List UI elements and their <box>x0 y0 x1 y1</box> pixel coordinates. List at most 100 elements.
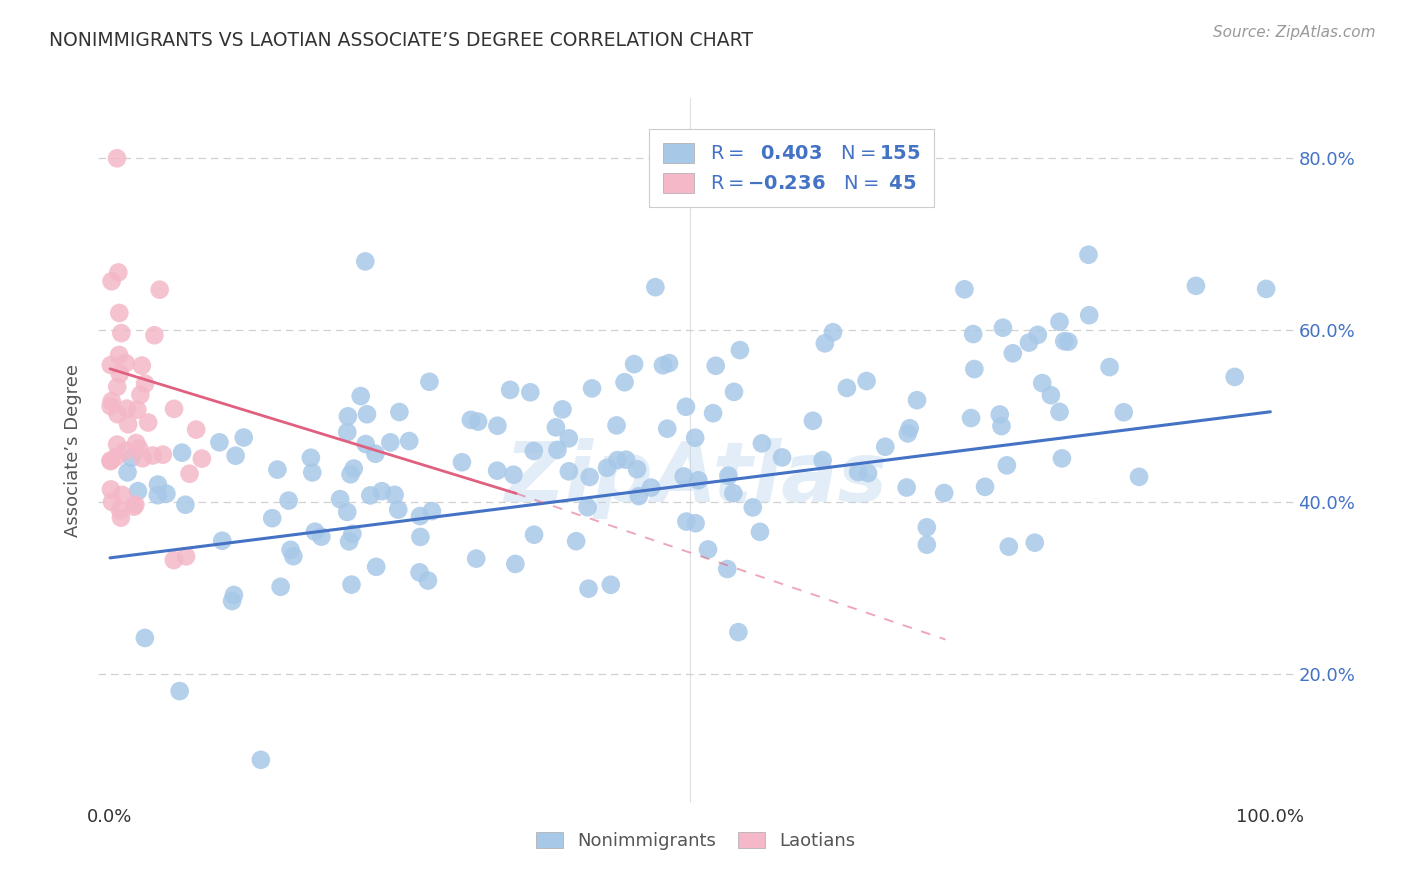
Point <box>558 431 581 445</box>
Point <box>596 460 619 475</box>
Point <box>301 466 323 480</box>
Point <box>1077 248 1099 262</box>
Point <box>277 493 299 508</box>
Point <box>342 526 364 541</box>
Point <box>163 401 186 416</box>
Point <box>685 516 707 531</box>
Point <box>114 444 136 458</box>
Point <box>1128 470 1150 484</box>
Point <box>131 359 153 373</box>
Point <box>770 450 793 465</box>
Point <box>280 542 302 557</box>
Point <box>336 505 359 519</box>
Point <box>606 418 628 433</box>
Point <box>896 481 918 495</box>
Point <box>337 534 360 549</box>
Point <box>350 389 373 403</box>
Point <box>963 362 986 376</box>
Point <box>336 425 359 440</box>
Point <box>232 431 254 445</box>
Point <box>855 374 877 388</box>
Point <box>811 453 834 467</box>
Point <box>174 549 197 564</box>
Point <box>717 468 740 483</box>
Point <box>846 465 869 479</box>
Point <box>657 422 679 436</box>
Point <box>640 481 662 495</box>
Point <box>990 419 1012 434</box>
Point <box>652 359 675 373</box>
Point <box>1001 346 1024 360</box>
Point <box>614 452 637 467</box>
Text: ZipAtlas: ZipAtlas <box>505 438 887 519</box>
Point <box>343 461 366 475</box>
Legend: Nonimmigrants, Laotians: Nonimmigrants, Laotians <box>529 824 863 857</box>
Point <box>117 466 139 480</box>
Point <box>578 470 600 484</box>
Point <box>675 515 697 529</box>
Point <box>221 594 243 608</box>
Point <box>523 527 546 541</box>
Point <box>186 423 208 437</box>
Point <box>142 449 165 463</box>
Point <box>108 503 131 517</box>
Point <box>108 348 131 362</box>
Point <box>1031 376 1053 390</box>
Point <box>366 559 388 574</box>
Point <box>741 500 763 515</box>
Point <box>897 426 920 441</box>
Point <box>105 380 128 394</box>
Text: NONIMMIGRANTS VS LAOTIAN ASSOCIATE’S DEGREE CORRELATION CHART: NONIMMIGRANTS VS LAOTIAN ASSOCIATE’S DEG… <box>49 31 754 50</box>
Point <box>124 498 146 512</box>
Point <box>599 578 621 592</box>
Point <box>727 625 749 640</box>
Point <box>174 498 197 512</box>
Point <box>626 462 648 476</box>
Point <box>108 306 131 320</box>
Point <box>222 588 245 602</box>
Point <box>953 282 976 296</box>
Point <box>100 358 122 372</box>
Point <box>398 434 420 448</box>
Point <box>371 484 394 499</box>
Point <box>146 477 169 491</box>
Point <box>1256 282 1278 296</box>
Point <box>991 320 1014 334</box>
Point <box>283 549 305 564</box>
Point <box>723 486 745 500</box>
Point <box>354 437 377 451</box>
Point <box>152 448 174 462</box>
Point <box>354 254 377 268</box>
Point <box>384 488 406 502</box>
Point <box>915 520 938 534</box>
Point <box>115 401 138 416</box>
Point <box>409 509 432 524</box>
Point <box>311 530 333 544</box>
Point <box>127 402 149 417</box>
Point <box>658 356 681 370</box>
Point <box>704 359 727 373</box>
Point <box>875 440 897 454</box>
Point <box>105 450 128 464</box>
Point <box>108 367 131 381</box>
Point <box>451 455 474 469</box>
Point <box>356 407 378 421</box>
Point <box>716 562 738 576</box>
Point <box>100 454 122 468</box>
Point <box>170 445 193 459</box>
Point <box>523 444 546 458</box>
Point <box>127 484 149 499</box>
Point <box>409 530 432 544</box>
Point <box>502 467 524 482</box>
Point <box>934 486 956 500</box>
Point <box>1112 405 1135 419</box>
Point <box>100 394 122 409</box>
Point <box>558 464 581 478</box>
Point <box>723 384 745 399</box>
Point <box>1053 334 1076 349</box>
Point <box>905 393 928 408</box>
Point <box>998 540 1021 554</box>
Point <box>134 631 156 645</box>
Point <box>1026 327 1049 342</box>
Point <box>408 566 430 580</box>
